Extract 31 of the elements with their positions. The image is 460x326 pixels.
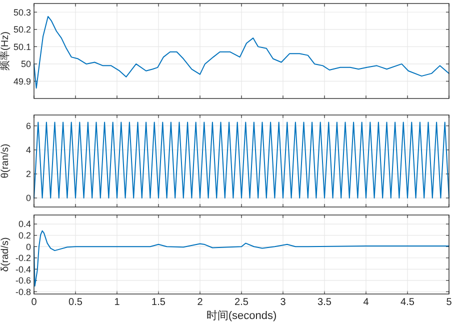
x-tick-label: 3 xyxy=(280,297,286,308)
y-tick-label: 0 xyxy=(26,242,31,252)
x-tick-label: 4.5 xyxy=(400,297,415,308)
y-tick-label: 2 xyxy=(26,169,31,180)
y-tick-label: 50 xyxy=(20,59,31,70)
y-tick-label: -0.4 xyxy=(15,264,31,274)
y-axis-title: δ(rad/s) xyxy=(0,237,11,272)
x-tick-label: 1 xyxy=(114,297,120,308)
y-axis-title: θ(ran/s) xyxy=(0,144,11,178)
y-tick-label: 0.4 xyxy=(18,219,31,230)
x-tick-label: 2 xyxy=(197,297,204,308)
y-tick-label: -0.6 xyxy=(15,276,31,286)
y-tick-label: 49.9 xyxy=(13,76,31,86)
y-tick-label: 50.3 xyxy=(13,7,31,18)
x-tick-label: 0.5 xyxy=(68,297,83,308)
y-tick-label: 0 xyxy=(26,193,31,204)
x-tick-label: 5 xyxy=(446,297,452,308)
x-tick-label: 4 xyxy=(363,297,370,308)
line-series xyxy=(34,230,450,287)
line-series xyxy=(34,16,450,89)
x-tick-label: 3.5 xyxy=(318,297,332,308)
y-tick-label: -0.2 xyxy=(15,253,31,264)
x-axis-title: 时间(seconds) xyxy=(206,309,277,322)
x-tick-label: 2.5 xyxy=(234,297,249,308)
y-tick-label: 50.2 xyxy=(13,24,31,35)
y-tick-label: -0.8 xyxy=(15,286,31,297)
x-tick-label: 1.5 xyxy=(152,297,166,308)
y-tick-label: 0.2 xyxy=(18,230,31,241)
y-tick-label: 4 xyxy=(26,145,31,156)
y-tick-label: 50.1 xyxy=(13,42,31,52)
y-tick-label: 6 xyxy=(26,121,31,132)
